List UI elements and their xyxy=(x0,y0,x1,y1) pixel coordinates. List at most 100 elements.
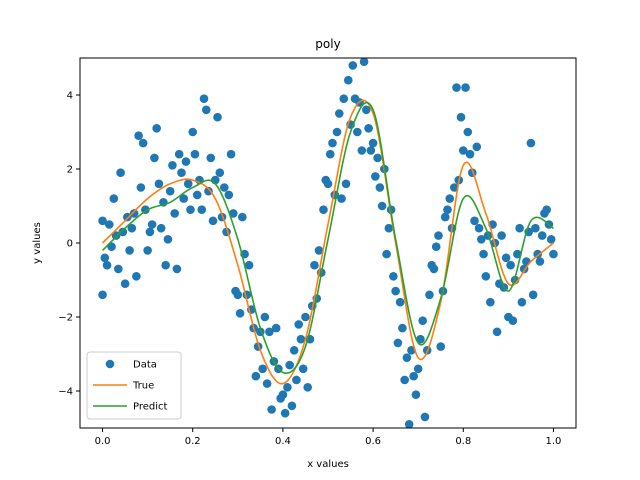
data-point xyxy=(102,260,112,270)
data-point xyxy=(323,179,333,189)
data-point xyxy=(458,146,468,155)
data-point xyxy=(98,290,107,300)
data-point xyxy=(542,205,551,214)
data-point xyxy=(479,249,488,259)
data-point xyxy=(172,264,182,274)
data-point xyxy=(425,290,434,300)
data-point xyxy=(449,183,459,192)
data-point xyxy=(156,223,166,233)
data-point xyxy=(289,346,299,355)
data-point xyxy=(535,257,545,266)
data-point xyxy=(165,186,175,196)
data-point xyxy=(395,297,405,307)
series-line-predict xyxy=(101,101,554,374)
data-point xyxy=(296,334,306,344)
data-point xyxy=(123,212,132,222)
data-point xyxy=(420,412,430,422)
data-point xyxy=(267,405,276,414)
data-point xyxy=(440,212,450,222)
data-point xyxy=(411,390,421,400)
data-point xyxy=(364,124,373,133)
x-axis-label: x values xyxy=(307,459,349,470)
data-point xyxy=(513,249,522,259)
data-point xyxy=(445,194,455,203)
data-point xyxy=(177,168,186,177)
data-point xyxy=(111,231,121,240)
data-point xyxy=(463,127,473,137)
data-point xyxy=(129,209,139,218)
x-tick-label: 0.6 xyxy=(365,436,381,447)
legend-label-predict: Predict xyxy=(133,402,168,413)
data-point xyxy=(373,153,382,163)
data-point xyxy=(497,231,506,240)
data-point xyxy=(528,290,538,300)
data-point xyxy=(303,383,313,392)
data-point xyxy=(537,231,547,240)
data-point xyxy=(472,142,482,152)
data-point xyxy=(474,223,484,233)
data-point xyxy=(477,235,486,244)
data-point xyxy=(533,249,542,259)
data-point xyxy=(238,212,247,222)
data-point xyxy=(418,316,427,326)
data-point xyxy=(461,83,470,92)
data-point xyxy=(486,297,495,307)
data-point xyxy=(375,183,385,192)
data-point xyxy=(285,360,294,370)
data-point xyxy=(366,146,376,155)
data-point xyxy=(100,253,110,263)
y-axis-ticks: −4 −2 0 2 4 xyxy=(58,91,80,398)
legend: Data True Predict xyxy=(86,351,182,420)
data-point xyxy=(371,172,380,181)
data-point xyxy=(368,138,378,148)
data-point xyxy=(197,205,207,214)
x-axis-ticks: 0.0 0.2 0.4 0.6 0.8 1.0 xyxy=(95,428,562,447)
data-point xyxy=(549,249,558,259)
data-point xyxy=(353,127,362,137)
data-point xyxy=(298,364,308,374)
data-point xyxy=(143,246,152,255)
data-point xyxy=(186,205,195,214)
data-point xyxy=(382,249,391,259)
data-point xyxy=(434,231,443,240)
data-point xyxy=(219,183,229,192)
data-point xyxy=(362,105,371,115)
x-tick-label: 0.0 xyxy=(95,436,111,447)
data-point xyxy=(174,149,184,159)
data-point xyxy=(206,153,216,163)
data-point xyxy=(470,216,479,226)
data-point xyxy=(531,223,540,233)
legend-label-data: Data xyxy=(133,360,157,371)
y-axis-label: y values xyxy=(32,222,43,264)
data-point xyxy=(204,186,213,196)
data-point xyxy=(147,220,157,229)
data-point xyxy=(391,286,400,296)
data-point xyxy=(546,235,556,244)
data-point xyxy=(348,61,358,70)
data-point xyxy=(517,297,527,307)
data-point xyxy=(325,149,335,159)
data-point xyxy=(341,179,351,189)
data-point xyxy=(265,327,274,337)
data-point xyxy=(301,312,310,322)
data-point xyxy=(328,138,337,148)
data-point xyxy=(334,109,344,118)
data-point xyxy=(116,168,125,177)
data-point xyxy=(456,112,466,122)
data-point xyxy=(118,227,128,237)
data-point xyxy=(332,127,342,137)
data-point xyxy=(251,371,261,381)
x-tick-label: 1.0 xyxy=(546,436,562,447)
data-point xyxy=(127,223,137,233)
data-point xyxy=(233,290,243,300)
data-point xyxy=(515,223,524,233)
data-point xyxy=(199,94,209,103)
series-line-true xyxy=(101,99,554,385)
data-point xyxy=(161,260,170,270)
x-tick-label: 0.4 xyxy=(275,436,291,447)
data-point xyxy=(359,58,369,66)
data-point xyxy=(357,146,367,155)
data-point xyxy=(152,124,161,133)
data-point xyxy=(208,216,218,226)
